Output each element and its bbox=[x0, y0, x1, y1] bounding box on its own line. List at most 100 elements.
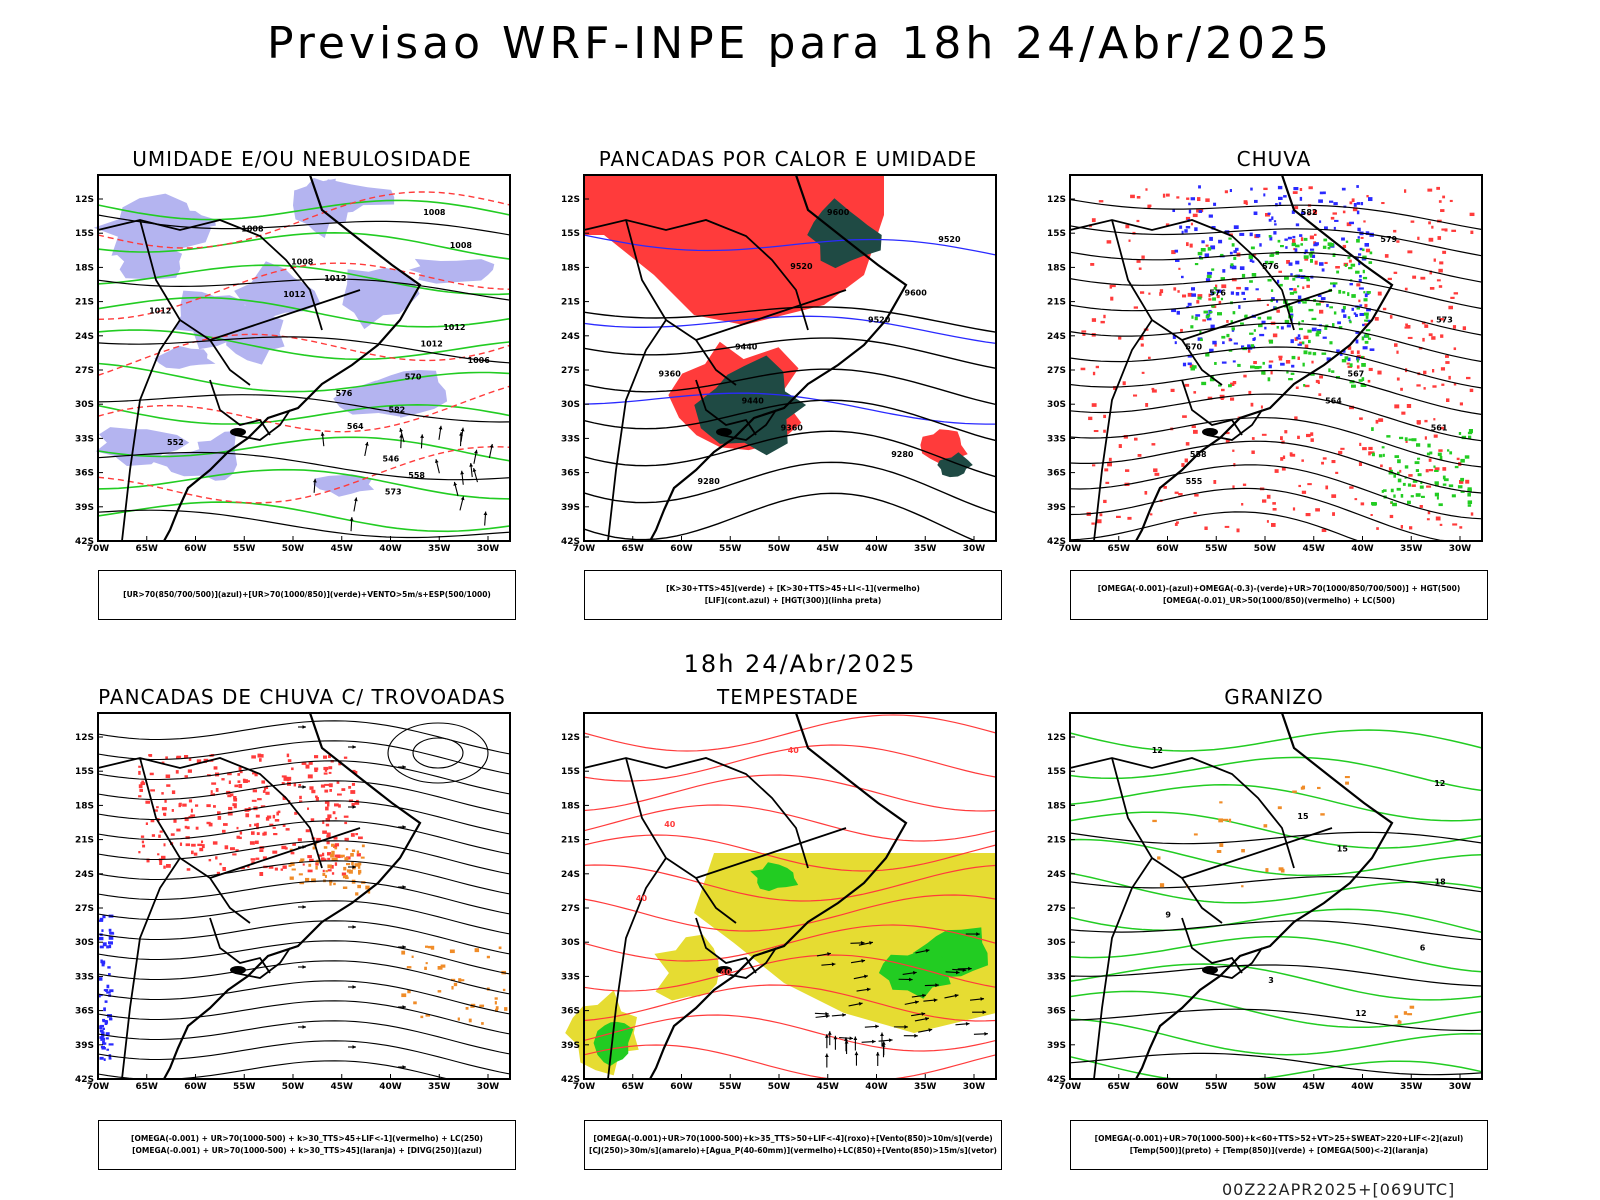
low-level-humidity-contour bbox=[97, 436, 511, 462]
wind-vector bbox=[858, 1002, 863, 1006]
thunder-speckle bbox=[343, 866, 347, 871]
rain-speckle bbox=[1236, 528, 1240, 533]
height-500-contour bbox=[1069, 464, 1483, 520]
wind-vector bbox=[825, 1014, 830, 1019]
strong-omega-speckle bbox=[1259, 365, 1262, 369]
humidity-area bbox=[154, 345, 216, 369]
rain-speckle bbox=[1367, 379, 1371, 383]
height-500-contour bbox=[1069, 322, 1483, 363]
rain-speckle bbox=[1113, 386, 1117, 390]
lat-tick-label: 33S bbox=[75, 972, 94, 982]
convective-rain-speckle bbox=[286, 778, 290, 782]
omega-speckle bbox=[1360, 202, 1364, 206]
rain-speckle bbox=[1178, 493, 1183, 496]
temperature-850-contour bbox=[1069, 838, 1483, 877]
wind-vector bbox=[312, 478, 317, 483]
height-500-contour bbox=[1069, 275, 1483, 310]
rain-speckle bbox=[1189, 243, 1193, 248]
strong-omega-speckle bbox=[1306, 278, 1310, 282]
coastline bbox=[649, 712, 908, 1080]
rain-speckle bbox=[1428, 237, 1434, 242]
coastline bbox=[163, 174, 422, 542]
strong-omega-speckle bbox=[1248, 255, 1254, 259]
omega-speckle bbox=[1273, 220, 1277, 223]
convective-rain-speckle bbox=[314, 755, 319, 759]
strong-omega-speckle bbox=[1197, 251, 1203, 256]
convective-rain-speckle bbox=[171, 790, 176, 795]
convective-rain-speckle bbox=[281, 782, 285, 785]
rain-speckle bbox=[1092, 371, 1096, 376]
strong-omega-speckle bbox=[1329, 243, 1334, 247]
rain-speckle bbox=[1426, 485, 1432, 488]
low-level-jet-area bbox=[593, 1021, 634, 1066]
rain-speckle bbox=[1109, 284, 1113, 289]
convective-rain-speckle bbox=[184, 755, 189, 759]
convective-rain-speckle bbox=[186, 868, 191, 871]
strong-omega-speckle bbox=[1412, 480, 1418, 483]
rain-speckle bbox=[1292, 507, 1296, 511]
rain-speckle bbox=[1193, 429, 1198, 434]
convective-rain-speckle bbox=[334, 862, 338, 866]
divergence-speckle bbox=[105, 1032, 110, 1036]
omega-speckle bbox=[1235, 292, 1240, 296]
convective-rain-speckle bbox=[148, 754, 153, 757]
rain-speckle bbox=[1450, 296, 1455, 299]
convective-rain-speckle bbox=[145, 800, 151, 804]
rain-speckle bbox=[1325, 485, 1329, 490]
strong-omega-speckle bbox=[1399, 436, 1404, 440]
rain-speckle bbox=[1149, 204, 1152, 207]
convective-rain-speckle bbox=[343, 815, 349, 818]
streamline-arrow bbox=[402, 765, 406, 769]
rain-speckle bbox=[1128, 239, 1131, 242]
lon-tick-label: 55W bbox=[233, 544, 256, 554]
rain-speckle bbox=[1294, 337, 1298, 341]
divergence-speckle bbox=[99, 1056, 104, 1060]
lat-tick-label: 15S bbox=[561, 767, 580, 777]
legend-line: [K>30+TTS>45](verde) + [K>30+TTS>45+LI<-… bbox=[666, 584, 920, 593]
rain-speckle bbox=[1174, 491, 1179, 494]
omega-speckle bbox=[1187, 302, 1192, 306]
wind-vector bbox=[976, 932, 980, 936]
convective-rain-speckle bbox=[283, 776, 288, 781]
thunder-speckle bbox=[420, 1015, 424, 1019]
lake-marker bbox=[716, 966, 732, 974]
thunder-speckle bbox=[329, 882, 332, 886]
rain-speckle bbox=[1369, 451, 1375, 454]
divergence-speckle bbox=[102, 1020, 107, 1023]
convective-rain-speckle bbox=[337, 793, 342, 796]
streamline-arrow bbox=[352, 805, 356, 809]
rain-speckle bbox=[1422, 337, 1425, 342]
rain-speckle bbox=[1453, 292, 1459, 295]
divergence-speckle bbox=[98, 994, 101, 998]
rain-speckle bbox=[1349, 486, 1354, 489]
country-border bbox=[625, 757, 737, 924]
country-border bbox=[695, 917, 757, 974]
lat-tick-label: 39S bbox=[561, 503, 580, 513]
divergence-speckle bbox=[108, 1057, 112, 1060]
rain-speckle bbox=[1208, 293, 1211, 298]
omega-speckle bbox=[1357, 236, 1360, 239]
contour-label: 567 bbox=[1348, 370, 1365, 379]
panel-title-storm: TEMPESTADE bbox=[717, 685, 859, 709]
divergence-speckle bbox=[102, 1027, 105, 1031]
omega-speckle bbox=[1185, 226, 1191, 229]
strong-omega-speckle bbox=[1228, 349, 1233, 352]
wind-vector bbox=[982, 1010, 987, 1015]
rain-speckle bbox=[1088, 416, 1093, 421]
rain-speckle bbox=[1266, 494, 1271, 499]
rain-speckle bbox=[1091, 403, 1097, 407]
omega-speckle bbox=[1311, 327, 1317, 332]
convective-rain-speckle bbox=[351, 782, 356, 786]
omega-speckle bbox=[1193, 833, 1198, 836]
streamline-arrow bbox=[302, 905, 306, 909]
height-300-contour bbox=[583, 337, 997, 369]
convective-rain-speckle bbox=[318, 854, 323, 857]
wind-vector bbox=[954, 993, 959, 998]
omega-speckle bbox=[1345, 781, 1350, 785]
convective-rain-speckle bbox=[287, 759, 292, 763]
strong-omega-speckle bbox=[1308, 308, 1314, 312]
convective-rain-speckle bbox=[176, 828, 181, 832]
lon-tick-label: 35W bbox=[428, 544, 451, 554]
convective-rain-speckle bbox=[230, 793, 234, 797]
thunder-speckle bbox=[311, 878, 316, 883]
